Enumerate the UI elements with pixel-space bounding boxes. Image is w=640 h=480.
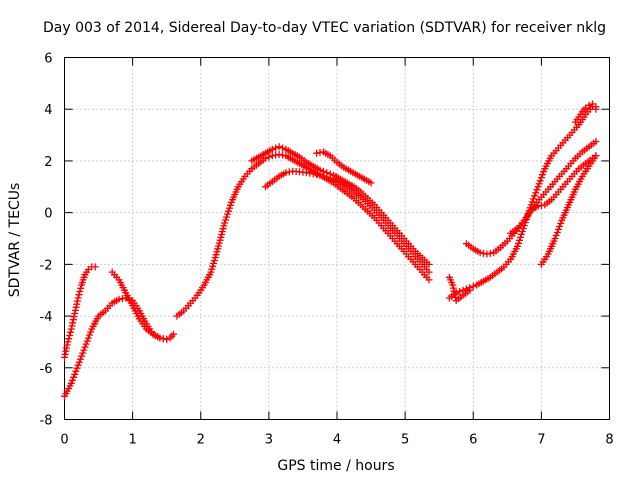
- axis-ticks: 0 1 2 3 4 5 6 7 8 -8 -6 -4 -2 0 2 4 6: [40, 52, 614, 448]
- x-tick-label: 0: [60, 433, 68, 448]
- y-tick-label: 0: [44, 207, 52, 222]
- data-series-track-d: [173, 151, 433, 320]
- x-tick-label: 5: [401, 433, 409, 448]
- data-series-track-h: [445, 103, 600, 302]
- x-tick-label: 8: [605, 433, 613, 448]
- data-series-track-a: [61, 263, 99, 361]
- chart-title: Day 003 of 2014, Sidereal Day-to-day VTE…: [43, 20, 606, 36]
- y-tick-label: -8: [40, 414, 53, 429]
- x-tick-label: 3: [265, 433, 273, 448]
- data-series-track-f: [262, 167, 433, 276]
- x-tick-label: 2: [197, 433, 205, 448]
- x-tick-label: 7: [537, 433, 545, 448]
- y-axis-label: SDTVAR / TECUs: [7, 183, 23, 298]
- x-tick-label: 4: [333, 433, 341, 448]
- data-series-track-j: [462, 138, 600, 258]
- x-axis-label: GPS time / hours: [277, 458, 394, 474]
- data-series-track-l: [537, 152, 600, 268]
- data-series-track-m: [571, 100, 600, 126]
- y-tick-label: 6: [44, 52, 52, 67]
- x-tick-label: 1: [128, 433, 136, 448]
- data-series-track-i: [445, 273, 474, 305]
- y-tick-label: -4: [40, 310, 53, 325]
- data-points: [61, 100, 600, 400]
- data-series-track-c: [108, 268, 171, 343]
- y-tick-label: -6: [40, 362, 53, 377]
- x-tick-label: 6: [469, 433, 477, 448]
- data-series-track-e: [248, 143, 433, 268]
- y-tick-label: 2: [44, 155, 52, 170]
- grid: [64, 57, 610, 420]
- data-series-track-k: [507, 152, 600, 237]
- data-series-track-g: [313, 148, 375, 187]
- y-tick-label: 4: [44, 103, 52, 118]
- y-tick-label: -2: [40, 258, 53, 273]
